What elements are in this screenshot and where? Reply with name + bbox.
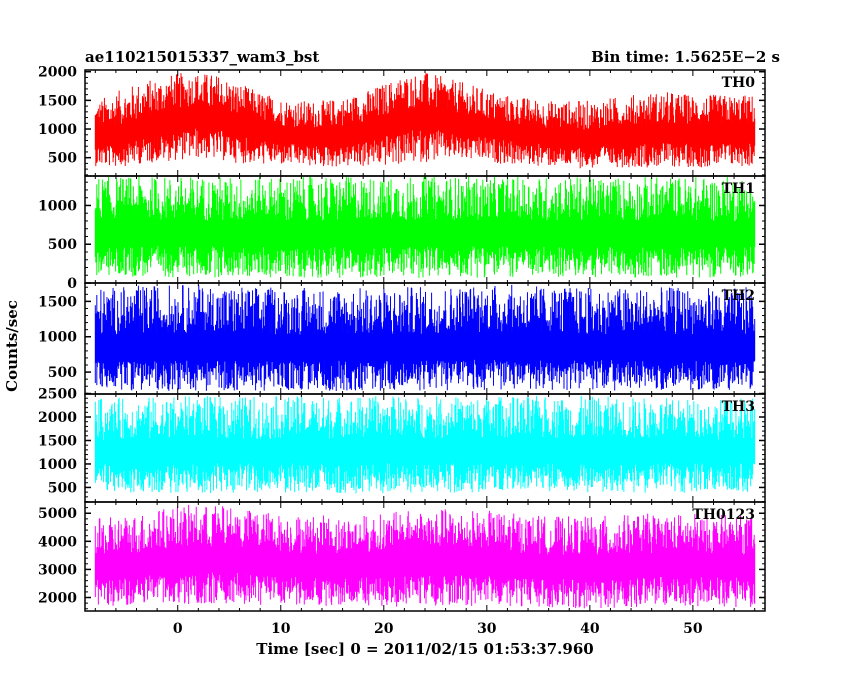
x-tick-label: 30 [477, 621, 497, 637]
y-tick-label: 500 [48, 365, 77, 381]
x-tick-label: 20 [374, 621, 394, 637]
panel-label-th2: TH2 [722, 288, 755, 304]
y-tick-label: 500 [48, 480, 77, 496]
x-tick-label: 40 [580, 621, 600, 637]
th0-series-line [94, 72, 756, 169]
x-axis-label: Time [sec] 0 = 2011/02/15 01:53:37.960 [256, 640, 593, 658]
y-tick-label: 1500 [38, 433, 77, 449]
panel-th2: TH2 500 1000 1500 [38, 282, 766, 395]
y-tick-label: 1000 [38, 122, 77, 138]
th1-series-line [94, 176, 756, 278]
y-tick-label: 1000 [38, 457, 77, 473]
y-tick-label: 500 [48, 151, 77, 167]
x-tick-label: 10 [271, 621, 291, 637]
y-tick-label: 5000 [38, 506, 77, 522]
y-tick-label: 2000 [38, 591, 77, 607]
panel-th3: TH3 500 1000 1500 2000 2500 [38, 387, 766, 503]
panel-label-th0123: TH0123 [692, 507, 755, 523]
y-tick-label: 2500 [38, 387, 77, 403]
y-tick-label: 4000 [38, 534, 77, 550]
y-tick-label: 2000 [38, 410, 77, 426]
th2-series-line [94, 284, 756, 391]
panel-th1: TH1 0 500 1000 [38, 175, 766, 292]
y-tick-label: 500 [48, 237, 77, 253]
y-tick-label: 1000 [38, 330, 77, 346]
y-tick-label: 1500 [38, 294, 77, 310]
th0123-series-line [94, 504, 756, 609]
y-tick-label: 1500 [38, 93, 77, 109]
y-tick-label: 3000 [38, 562, 77, 578]
y-tick-label: 0 [67, 276, 77, 292]
panel-th0123: TH0123 2000 3000 4000 5000 [38, 501, 766, 612]
x-tick-label: 50 [683, 621, 703, 637]
y-tick-label: 1000 [38, 198, 77, 214]
chart-title: ae110215015337_wam3_bst [85, 48, 319, 66]
x-tick-label: 0 [173, 621, 183, 637]
panel-label-th1: TH1 [722, 181, 755, 197]
y-axis-label: Counts/sec [3, 300, 21, 392]
panel-label-th0: TH0 [722, 75, 756, 91]
panels-group: TH0 500 1000 1500 2000 TH1 0 500 1000 TH2 500 1000 1… [38, 65, 766, 612]
y-tick-label: 2000 [38, 65, 77, 81]
x-axis: 0 10 20 30 40 50 [173, 621, 703, 637]
panel-th0: TH0 500 1000 1500 2000 [38, 65, 766, 177]
bin-time-label: Bin time: 1.5625E−2 s [591, 48, 780, 66]
th3-series-line [94, 395, 756, 494]
panel-label-th3: TH3 [722, 399, 755, 415]
